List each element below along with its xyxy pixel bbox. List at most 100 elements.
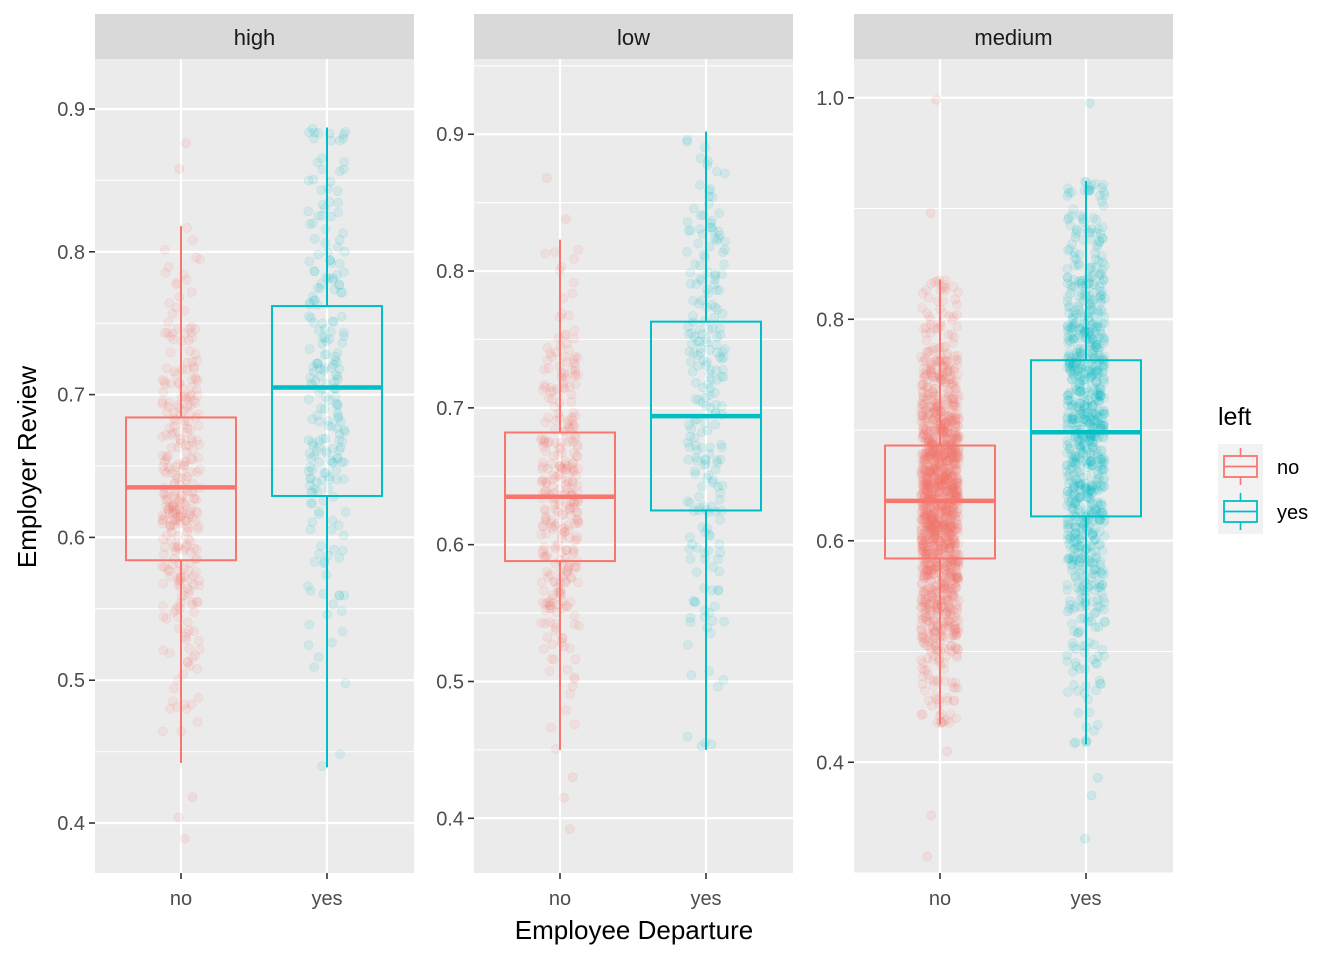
jitter-point (700, 454, 711, 465)
jitter-point (950, 448, 961, 459)
jitter-point (550, 626, 560, 636)
jitter-point (563, 520, 574, 530)
jitter-point (320, 433, 331, 444)
jitter-point (561, 545, 572, 555)
jitter-point (705, 402, 716, 413)
jitter-point (572, 439, 583, 450)
jitter-point (568, 447, 579, 458)
jitter-point (939, 531, 950, 541)
jitter-point (937, 486, 948, 497)
panel-medium: medium 0.4 0.6 0.8 1.0 no yes (816, 14, 1173, 910)
jitter-point (540, 599, 551, 609)
jitter-point (928, 443, 938, 454)
jitter-point (549, 654, 559, 665)
jitter-point (943, 564, 954, 575)
jitter-point (316, 403, 326, 414)
jitter-point (688, 595, 699, 606)
jitter-point (566, 434, 576, 445)
jitter-point (163, 564, 174, 575)
jitter-point (561, 480, 572, 491)
jitter-point (313, 457, 324, 468)
jitter-point (161, 454, 172, 465)
jitter-point (1098, 179, 1109, 190)
strip-label: medium (974, 25, 1052, 50)
jitter-point (163, 451, 173, 462)
jitter-point (696, 427, 707, 438)
jitter-point (700, 418, 710, 428)
jitter-point (924, 435, 935, 445)
jitter-point (330, 369, 341, 380)
jitter-point (167, 328, 178, 339)
jitter-point (319, 467, 330, 478)
jitter-point (159, 244, 170, 255)
jitter-point (566, 573, 576, 583)
jitter-point (332, 348, 343, 359)
jitter-point (160, 542, 170, 553)
jitter-point (544, 666, 555, 676)
jitter-point (951, 486, 962, 497)
jitter-point (320, 224, 331, 235)
jitter-point (705, 183, 716, 194)
jitter-point (921, 477, 932, 488)
jitter-point (1074, 534, 1084, 545)
jitter-point (922, 346, 933, 357)
jitter-point (570, 619, 580, 629)
y-tick-label: 0.6 (57, 527, 85, 549)
jitter-point (690, 259, 700, 269)
jitter-point (685, 278, 696, 289)
jitter-point (1093, 223, 1104, 234)
strip-label: high (234, 25, 276, 50)
jitter-point (690, 394, 701, 405)
jitter-point (571, 531, 582, 542)
outlier-point (1086, 790, 1097, 801)
outlier-point (1093, 772, 1103, 783)
jitter-point (1090, 570, 1101, 581)
jitter-point (168, 334, 179, 345)
jitter-point (556, 463, 567, 474)
jitter-point (337, 436, 348, 447)
jitter-point (921, 335, 932, 346)
jitter-point (953, 615, 964, 625)
jitter-point (556, 447, 567, 458)
jitter-point (689, 203, 699, 214)
jitter-point (193, 692, 204, 703)
jitter-point (921, 598, 931, 608)
jitter-point (330, 355, 341, 366)
jitter-point (918, 476, 928, 487)
jitter-point (697, 329, 707, 340)
jitter-point (570, 365, 580, 376)
jitter-point (711, 399, 721, 410)
jitter-point (948, 311, 959, 322)
jitter-point (189, 543, 200, 554)
jitter-point (569, 546, 579, 557)
jitter-point (565, 689, 576, 699)
jitter-point (707, 585, 717, 595)
jitter-point (334, 258, 345, 269)
jitter-point (181, 704, 192, 714)
jitter-point (172, 459, 183, 470)
jitter-point (183, 534, 194, 545)
jitter-point (1065, 288, 1076, 299)
jitter-point (953, 559, 964, 569)
jitter-point (917, 386, 928, 397)
jitter-point (949, 381, 960, 392)
jitter-point (707, 615, 718, 626)
jitter-point (331, 357, 342, 368)
jitter-point (186, 453, 197, 464)
jitter-point (951, 471, 961, 482)
jitter-point (922, 546, 933, 556)
jitter-point (171, 461, 182, 472)
jitter-point (718, 371, 729, 382)
jitter-point (560, 459, 570, 470)
jitter-point (926, 475, 936, 486)
jitter-point (165, 331, 176, 342)
jitter-point (539, 379, 550, 390)
jitter-point (946, 641, 957, 651)
jitter-point (567, 415, 578, 426)
jitter-point (567, 458, 578, 469)
jitter-point (326, 362, 337, 373)
jitter-point (193, 420, 204, 431)
jitter-point (685, 497, 695, 508)
jitter-point (928, 323, 939, 334)
jitter-point (187, 356, 198, 367)
